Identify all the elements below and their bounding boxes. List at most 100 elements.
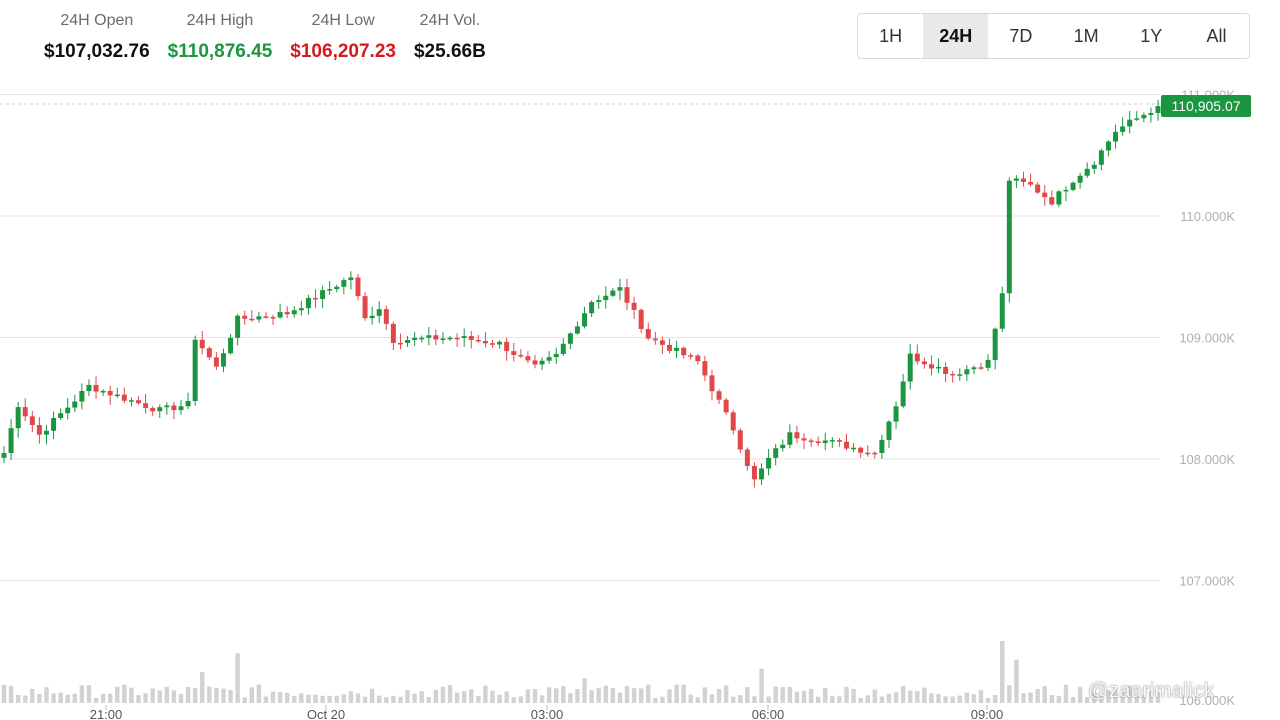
candle-body [1127,119,1133,127]
volume-bar [58,692,63,703]
candle [284,306,290,318]
volume-bar [638,688,644,703]
candle [1028,173,1034,187]
candlesticks [1,99,1161,488]
stat-label: 24H Vol. [419,12,481,29]
volume-bar [978,689,984,703]
candle [43,424,49,445]
candle [320,285,326,309]
candle [369,306,375,325]
volume-bar [943,696,948,703]
candle [1120,117,1126,136]
range-button-1h[interactable]: 1H [879,25,903,46]
volume-bar [716,688,722,703]
candle-body [348,277,354,281]
range-button-all[interactable]: All [1206,25,1227,46]
stat-value: $106,207.23 [290,41,396,62]
volume-bar [72,693,77,703]
candle [1105,140,1111,157]
volume-bar [235,653,240,703]
candle [1013,175,1019,189]
candle [928,355,934,376]
volume-bar [221,688,226,703]
candle [305,294,311,315]
volume-bar [30,688,35,703]
candle-body [681,347,687,356]
candle [836,438,842,447]
candle [199,330,205,355]
candle-body [235,315,241,338]
candle [235,314,241,346]
candle-body [1155,106,1161,113]
candle [851,443,857,453]
time-range-selector: 1H 24H 7D 1M 1Y All [857,13,1250,59]
candle-body [150,407,156,412]
volume-bar [292,696,297,703]
candle-body [178,406,184,411]
candle-body [936,366,942,369]
range-button-7d[interactable]: 7D [1009,25,1033,46]
volume-bar [504,691,509,703]
candle-body [766,457,772,469]
volume-bar [490,690,495,703]
volume-bar [957,695,962,703]
stat-open: 24H Open $107,032.76 [44,10,150,72]
volume-bar [1106,690,1111,703]
candle [532,355,538,369]
volume-bar [419,691,424,703]
volume-bar [801,690,807,703]
stat-low: 24H Low $106,207.23 [290,10,396,72]
candle [985,354,991,372]
x-tick-label: 21:00 [90,707,123,720]
range-button-1m[interactable]: 1M [1073,25,1099,46]
volume-bar [440,686,446,703]
candle [263,311,269,319]
candle-body [1120,126,1126,132]
volume-bar [270,691,276,703]
candle-body [440,338,446,340]
candle-body [497,341,503,345]
volume-bar [86,685,92,703]
candle [617,278,623,301]
candle-body [900,381,906,407]
candle-body [560,343,566,354]
candle [15,402,21,438]
volume-bar [384,697,389,703]
volume-bar [950,696,955,703]
candle [645,322,651,341]
volume-bar [518,696,524,703]
candle [773,443,779,466]
volume-bar [561,686,566,703]
candle-body [320,290,326,299]
candle-body [801,438,807,441]
candle-body [645,328,651,339]
candle [999,286,1005,333]
range-button-24h[interactable]: 24H [923,14,989,58]
y-tick-label: 108.000K [1179,452,1235,467]
candle [879,434,885,459]
volume-bar [214,687,219,703]
candle-body [751,465,757,480]
volume-bar [525,689,531,703]
candle [893,401,899,429]
candle-body [744,449,750,466]
candle-body [29,416,35,425]
candle [277,303,283,319]
candle [567,332,573,350]
candle [454,333,460,348]
candle [1098,148,1104,171]
candle-body [1105,141,1111,151]
volume-bar [681,684,686,703]
candle [1020,171,1026,187]
candle-body [843,441,849,449]
volume-bar [709,694,715,703]
candle-body [313,297,319,300]
volume-bar [8,685,14,703]
candle [482,332,488,348]
range-button-1y[interactable]: 1Y [1140,25,1163,46]
candle [497,340,503,349]
candle-body [659,340,665,345]
candle-body [780,444,786,449]
volume-bar [992,694,998,703]
